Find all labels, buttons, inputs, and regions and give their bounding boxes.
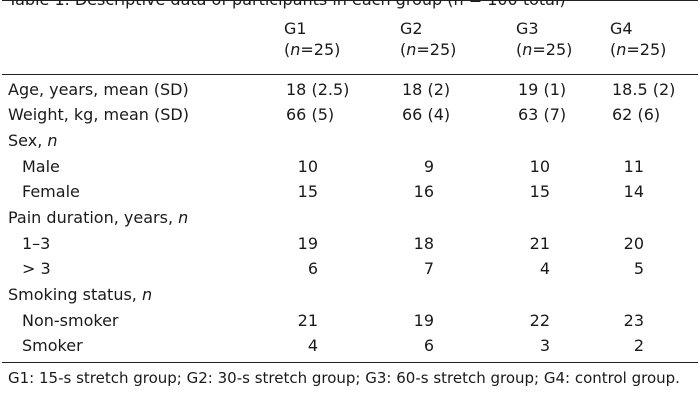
cell-g2: 66 (4) [402, 105, 451, 124]
cell-g1: 18 (2.5) [286, 80, 350, 99]
cell-g3: 3 [539, 336, 550, 355]
cell-g2: 9 [423, 157, 434, 176]
col-header-g4-n-value: =25 [626, 40, 661, 59]
table-row-sex-heading: Sex, n [0, 131, 700, 157]
cell-g2: 18 (2) [402, 80, 451, 99]
cell-g2: 16 [413, 182, 434, 201]
cell-g4: 23 [623, 311, 644, 330]
table-row-non-smoker: Non-smoker 21 19 22 23 [0, 311, 700, 337]
table-row-pain-over-3: > 3 6 7 4 5 [0, 259, 700, 285]
cell-g2: 18 [413, 234, 434, 253]
cell-g4: 14 [623, 182, 644, 201]
cell-g4: 2 [633, 336, 644, 355]
cell-g3: 19 (1) [518, 80, 567, 99]
cell-g1: 15 [297, 182, 318, 201]
table-row-pain-duration-heading: Pain duration, years, n [0, 208, 700, 234]
cell-g4: 62 (6) [612, 105, 661, 124]
table-row-weight: Weight, kg, mean (SD) 66 (5) 66 (4) 63 (… [0, 105, 700, 131]
cell-g1: 66 (5) [286, 105, 335, 124]
col-header-g1: G1 (n=25) [284, 18, 340, 60]
row-label-text: > 3 [22, 259, 51, 278]
col-header-g3-label: G3 [516, 19, 539, 38]
col-header-g1-label: G1 [284, 19, 307, 38]
row-label: Sex, n [8, 131, 58, 150]
col-header-g2-n: (n=25) [400, 40, 457, 59]
row-label-text: Female [22, 182, 80, 201]
cell-g3: 15 [529, 182, 550, 201]
row-label-n-symbol: n [178, 208, 189, 227]
table-row-age: Age, years, mean (SD) 18 (2.5) 18 (2) 19… [0, 80, 700, 106]
row-label-text: Smoking status, [8, 285, 142, 304]
row-label: 1–3 [22, 234, 50, 253]
bottom-rule [2, 362, 698, 363]
row-label-text: Pain duration, years, [8, 208, 179, 227]
col-header-g2-n-symbol: n [406, 40, 417, 59]
cell-g3: 63 (7) [518, 105, 567, 124]
cell-g2: 6 [423, 336, 434, 355]
cell-g4: 20 [623, 234, 644, 253]
cell-g2: 7 [423, 259, 434, 278]
cell-g1: 10 [297, 157, 318, 176]
cell-g4: 5 [633, 259, 644, 278]
row-label-n-symbol: n [141, 285, 153, 304]
table-footnote: G1: 15-s stretch group; G2: 30-s stretch… [8, 369, 680, 387]
row-label: Non-smoker [22, 311, 119, 330]
cell-g1: 19 [297, 234, 318, 253]
row-label: Smoker [22, 336, 83, 355]
table-row-pain-1-3: 1–3 19 18 21 20 [0, 234, 700, 260]
col-header-g3-n-value: =25 [532, 40, 567, 59]
cell-g1: 21 [297, 311, 318, 330]
cell-g3: 22 [529, 311, 550, 330]
table-row-smoking-heading: Smoking status, n [0, 285, 700, 311]
row-label: Female [22, 182, 80, 201]
col-header-g1-n: (n=25) [284, 40, 341, 59]
col-header-g4: G4 (n=25) [610, 18, 666, 60]
top-rule [2, 0, 698, 1]
col-header-g3-n: (n=25) [516, 40, 573, 59]
row-label-text: Sex, [8, 131, 48, 150]
col-header-g2-n-value: =25 [416, 40, 451, 59]
col-header-g2: G2 (n=25) [400, 18, 456, 60]
row-label: Smoking status, n [8, 285, 152, 304]
cell-g4: 11 [623, 157, 644, 176]
col-header-g1-n-symbol: n [290, 40, 301, 59]
row-label: Weight, kg, mean (SD) [8, 105, 189, 124]
row-label: > 3 [22, 259, 51, 278]
cell-g3: 10 [529, 157, 550, 176]
table-row-male: Male 10 9 10 11 [0, 157, 700, 183]
row-label: Age, years, mean (SD) [8, 80, 189, 99]
col-header-g2-label: G2 [400, 19, 423, 38]
row-label-text: Weight, kg, mean (SD) [8, 105, 189, 124]
row-label-text: Male [22, 157, 60, 176]
col-header-g3: G3 (n=25) [516, 18, 572, 60]
row-label-text: 1–3 [22, 234, 51, 253]
row-label: Pain duration, years, n [8, 208, 188, 227]
col-header-g4-n: (n=25) [610, 40, 667, 59]
row-label-text: Non-smoker [22, 311, 119, 330]
col-header-g4-label: G4 [610, 19, 633, 38]
table-caption-fragment: Table 1. Descriptive data of participant… [8, 0, 566, 9]
col-header-g4-n-symbol: n [616, 40, 627, 59]
table-row-smoker: Smoker 4 6 3 2 [0, 336, 700, 362]
table-row-female: Female 15 16 15 14 [0, 182, 700, 208]
cell-g1: 4 [307, 336, 318, 355]
row-label-n-symbol: n [47, 131, 58, 150]
col-header-g1-n-value: =25 [300, 40, 335, 59]
cell-g3: 21 [529, 234, 550, 253]
cell-g1: 6 [307, 259, 318, 278]
row-label: Male [22, 157, 60, 176]
row-label-text: Age, years, mean (SD) [8, 80, 189, 99]
row-label-text: Smoker [22, 336, 83, 355]
cell-g4: 18.5 (2) [612, 80, 676, 99]
header-rule [2, 74, 698, 75]
cell-g3: 4 [539, 259, 550, 278]
cell-g2: 19 [413, 311, 434, 330]
col-header-g3-n-symbol: n [522, 40, 533, 59]
